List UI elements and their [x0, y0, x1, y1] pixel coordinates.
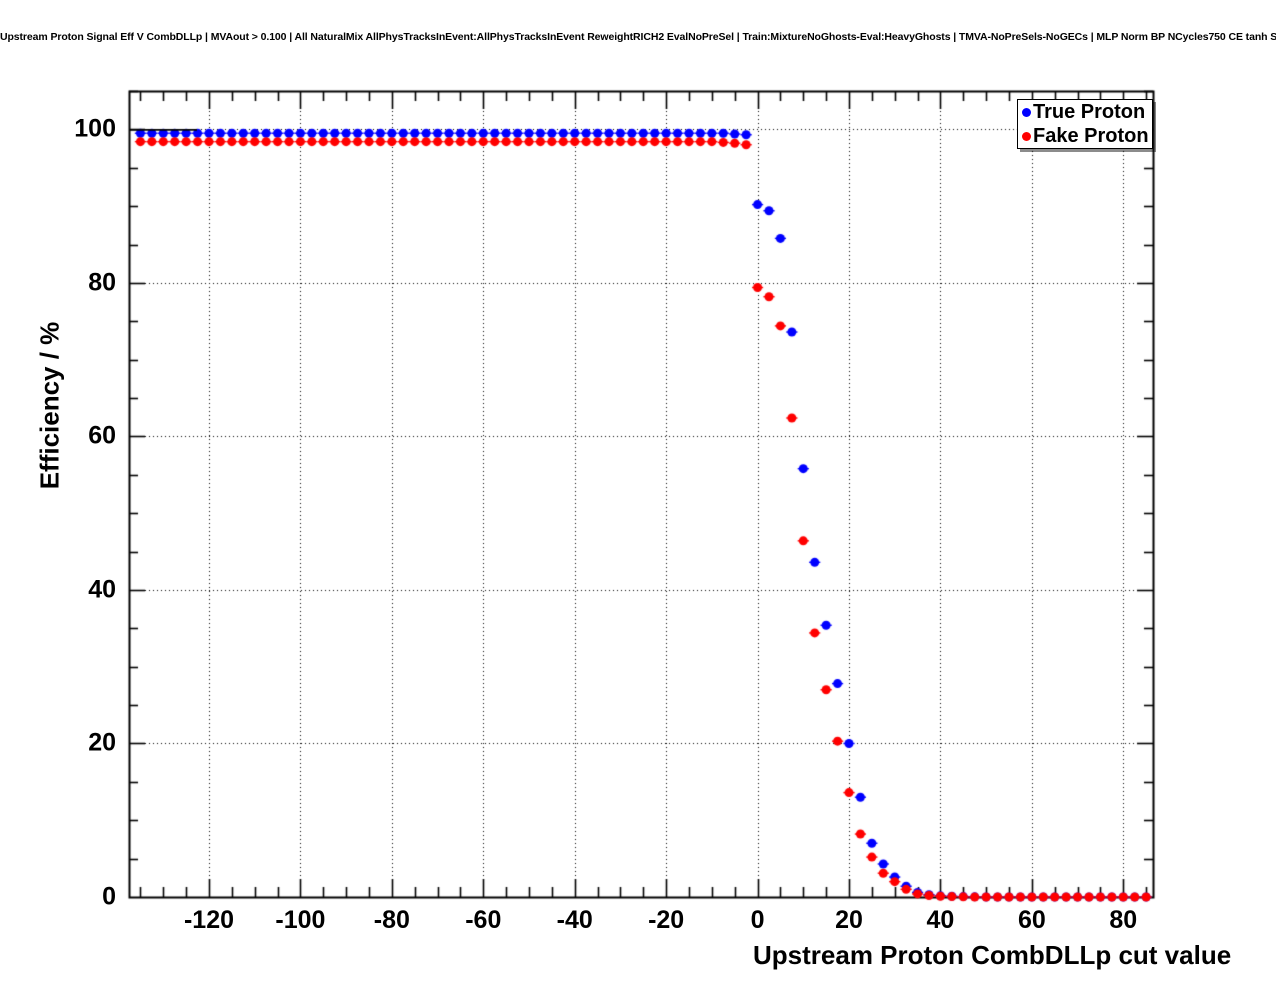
y-tick-label: 80	[88, 268, 116, 297]
y-tick-label: 40	[88, 575, 116, 604]
legend-label-fake-proton: Fake Proton	[1033, 125, 1149, 147]
legend-label-true-proton: True Proton	[1033, 101, 1146, 123]
x-tick-label: -60	[465, 906, 502, 934]
y-tick-label: 100	[74, 114, 116, 143]
x-tick-label: 60	[1017, 906, 1046, 934]
legend-item-fake-proton: Fake Proton	[1018, 124, 1152, 148]
x-axis-title: Upstream Proton CombDLLp cut value	[753, 940, 1232, 970]
plot-legend: True Proton Fake Proton	[1017, 99, 1153, 149]
legend-marker-fake-proton	[1022, 131, 1031, 141]
x-tick-label: -80	[373, 906, 410, 934]
legend-marker-true-proton	[1022, 107, 1031, 117]
y-tick-label: 20	[88, 728, 116, 757]
x-tick-label: 40	[926, 906, 955, 934]
x-tick-label: -20	[648, 906, 685, 934]
x-tick-label: 0	[750, 906, 765, 934]
x-tick-label: 20	[835, 906, 863, 934]
y-axis-title: Efficiency / %	[34, 321, 65, 490]
x-tick-label: -100	[275, 906, 326, 934]
y-tick-label: 0	[102, 882, 116, 911]
legend-item-true-proton: True Proton	[1018, 100, 1152, 124]
y-tick-label: 60	[88, 421, 116, 450]
x-tick-label: 80	[1109, 906, 1138, 934]
x-tick-label: -40	[556, 906, 593, 934]
plot-title: Upstream Proton Signal Eff V CombDLLp | …	[0, 31, 1276, 43]
x-tick-label: -120	[183, 906, 235, 934]
